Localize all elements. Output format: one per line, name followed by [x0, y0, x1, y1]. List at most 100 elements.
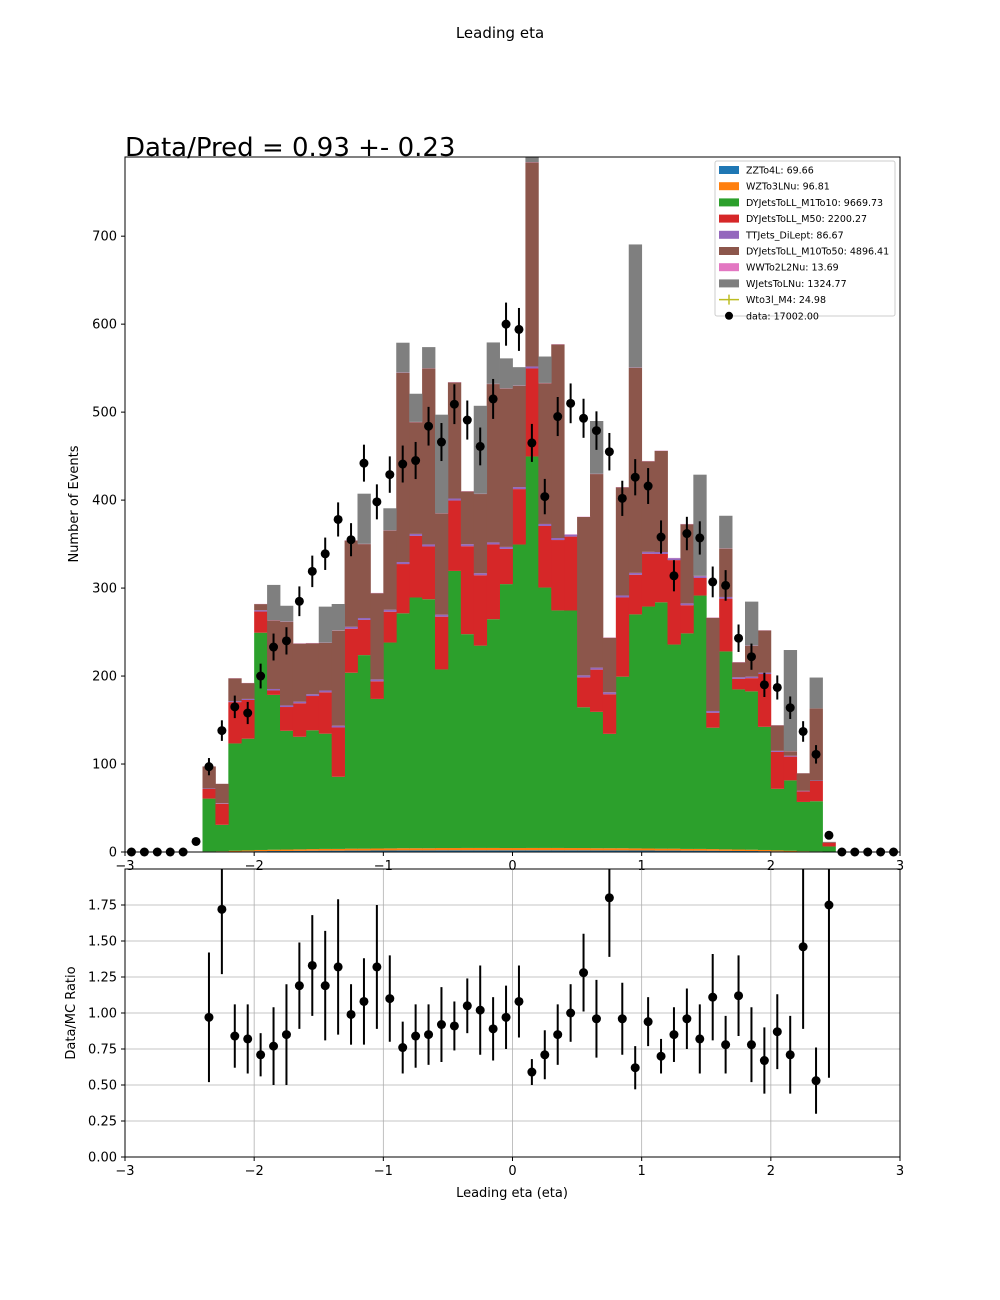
legend-label: DYJetsToLL_M50: 2200.27 — [746, 214, 867, 225]
ratio-x-ticks: −3 −2 −1 0 1 2 3 — [115, 1157, 904, 1179]
y-tick-label: 0.50 — [88, 1079, 117, 1094]
bar — [357, 655, 371, 849]
bar — [770, 788, 785, 851]
bar — [602, 637, 617, 693]
bar — [370, 681, 384, 699]
bar — [745, 601, 759, 646]
bar — [447, 570, 462, 849]
series-3 — [202, 368, 836, 847]
legend-swatch — [719, 166, 739, 174]
bar — [383, 848, 397, 851]
bar — [241, 683, 255, 699]
bar — [512, 367, 526, 386]
bar — [396, 850, 410, 852]
bar — [280, 849, 294, 851]
y-tick-label: 300 — [92, 582, 117, 597]
legend-label: ZZTo4L: 69.66 — [746, 166, 814, 177]
series-1 — [202, 847, 836, 852]
ratio-point — [630, 1063, 640, 1073]
bar — [783, 780, 798, 851]
bar — [551, 344, 565, 539]
bar — [460, 491, 475, 545]
y-tick-label: 700 — [92, 230, 117, 245]
bar — [280, 707, 294, 731]
data-point — [411, 456, 421, 466]
x-tick-label: −3 — [115, 1164, 134, 1179]
ratio-point — [721, 1040, 731, 1050]
data-point — [204, 762, 214, 772]
bar — [435, 850, 449, 852]
bar — [628, 614, 643, 849]
data-point — [346, 535, 356, 545]
bar — [783, 756, 798, 781]
bar — [667, 558, 681, 561]
data-point — [372, 497, 382, 507]
bar — [396, 342, 410, 373]
bar — [680, 850, 694, 852]
bar — [409, 393, 423, 422]
bar — [770, 850, 785, 852]
bar — [783, 751, 798, 756]
legend-swatch — [719, 247, 739, 255]
bar — [435, 848, 449, 851]
bar — [292, 701, 307, 704]
bar — [473, 645, 488, 848]
bar — [344, 626, 358, 629]
ratio-point — [656, 1051, 666, 1061]
x-tick-label: −2 — [245, 859, 264, 874]
bar — [422, 599, 436, 849]
bar — [228, 850, 242, 852]
x-tick-label: 1 — [638, 1164, 646, 1179]
legend-swatch — [719, 230, 739, 239]
bar — [590, 669, 604, 712]
bar — [641, 606, 655, 849]
bar — [396, 564, 410, 614]
data-point — [436, 437, 446, 447]
data-point — [256, 671, 266, 681]
bar — [486, 542, 500, 545]
bar — [357, 617, 371, 620]
bar — [383, 611, 397, 643]
ratio-point — [346, 1009, 356, 1019]
bar — [732, 850, 746, 852]
legend-label: DYJetsToLL_M1To10: 9669.73 — [746, 198, 883, 209]
bar — [396, 562, 410, 565]
x-tick-label: 1 — [638, 859, 646, 874]
bar — [383, 642, 397, 849]
bar — [602, 848, 617, 851]
data-points — [126, 302, 899, 857]
bar — [525, 847, 539, 851]
bar — [512, 848, 526, 851]
ratio-point — [798, 942, 808, 952]
legend-swatch — [719, 214, 739, 223]
bar — [602, 694, 617, 734]
bar — [254, 849, 268, 852]
bar — [525, 368, 539, 457]
bar — [318, 642, 333, 691]
ratio-x-axis-label: Leading eta (eta) — [456, 1186, 568, 1201]
ratio-y-ticks: 0.00 0.25 0.50 0.75 1.00 1.25 1.50 1.75 — [88, 899, 125, 1166]
legend-label: DYJetsToLL_M10To50: 4896.41 — [746, 247, 889, 258]
bar — [435, 616, 449, 670]
bar — [331, 725, 345, 728]
bar — [215, 783, 229, 804]
series-4 — [202, 366, 836, 843]
bar — [357, 493, 371, 544]
y-tick-label: 0.25 — [88, 1115, 117, 1130]
bar — [447, 500, 462, 571]
data-point — [708, 577, 718, 587]
bar — [525, 456, 539, 848]
bar — [357, 619, 371, 656]
bar — [331, 776, 345, 849]
ratio-point — [540, 1050, 550, 1060]
bar — [241, 850, 255, 852]
bar — [796, 773, 810, 791]
bar — [693, 577, 707, 596]
bar — [654, 450, 668, 553]
ratio-point — [785, 1050, 795, 1060]
y-tick-label: 200 — [92, 670, 117, 685]
bar — [318, 692, 333, 734]
bar — [331, 603, 345, 631]
data-point — [772, 682, 782, 692]
ratio-point — [527, 1067, 537, 1077]
